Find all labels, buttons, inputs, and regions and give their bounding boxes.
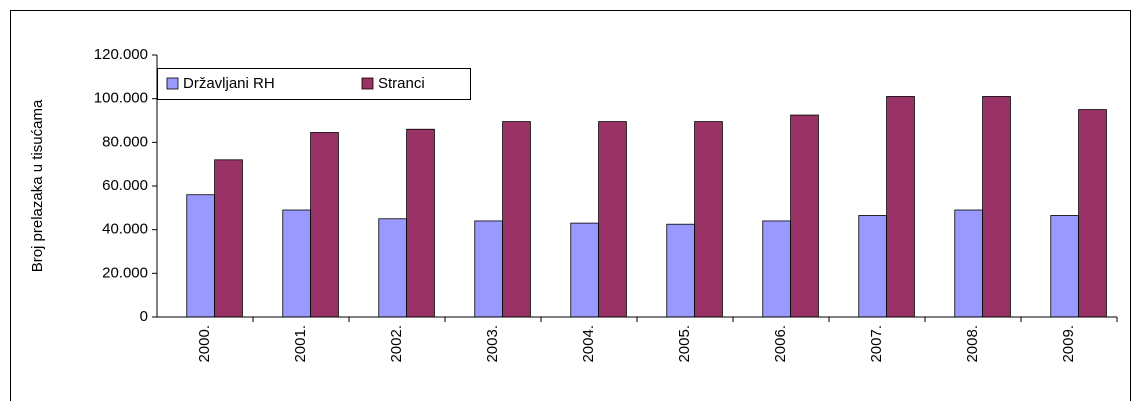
y-tick-label: 100.000: [94, 90, 148, 107]
x-tick-label: 2004.: [580, 325, 597, 363]
y-tick-label: 60.000: [102, 177, 148, 194]
bar: [502, 121, 531, 318]
bar: [570, 222, 600, 318]
bar: [666, 223, 696, 318]
x-tick-label: 2000.: [196, 325, 213, 363]
x-tick-label: 2003.: [484, 325, 501, 363]
bar: [378, 218, 408, 318]
bar: [474, 220, 504, 318]
bar: [762, 220, 792, 318]
x-tick-label: 2007.: [868, 325, 885, 363]
legend-box: [157, 68, 471, 100]
x-tick-label: 2005.: [676, 325, 693, 363]
x-tick-label: 2002.: [388, 325, 405, 363]
legend-swatch: [166, 77, 179, 90]
bar: [954, 209, 984, 318]
y-tick-label: 0: [140, 308, 148, 325]
legend-label: Državljani RH: [183, 75, 275, 92]
bar: [790, 114, 819, 318]
y-tick-label: 20.000: [102, 264, 148, 281]
y-axis-label: Broj prelazaka u tisućama: [29, 99, 46, 272]
legend-label: Stranci: [378, 75, 425, 92]
y-tick-label: 120.000: [94, 46, 148, 63]
bar: [1078, 109, 1107, 318]
bar: [1050, 215, 1080, 318]
y-tick-label: 80.000: [102, 133, 148, 150]
y-tick-label: 40.000: [102, 221, 148, 238]
legend-swatch: [361, 77, 374, 90]
bar: [694, 121, 723, 318]
bar: [982, 96, 1011, 318]
bar: [886, 96, 915, 318]
bar: [186, 194, 215, 318]
bar: [282, 209, 312, 318]
x-tick-label: 2001.: [292, 325, 309, 363]
bar: [598, 121, 627, 318]
bar: [406, 128, 435, 318]
bar: [214, 159, 243, 318]
bar: [310, 132, 339, 318]
x-tick-label: 2009.: [1060, 325, 1077, 363]
x-tick-label: 2006.: [772, 325, 789, 363]
x-tick-label: 2008.: [964, 325, 981, 363]
bar: [858, 215, 888, 318]
